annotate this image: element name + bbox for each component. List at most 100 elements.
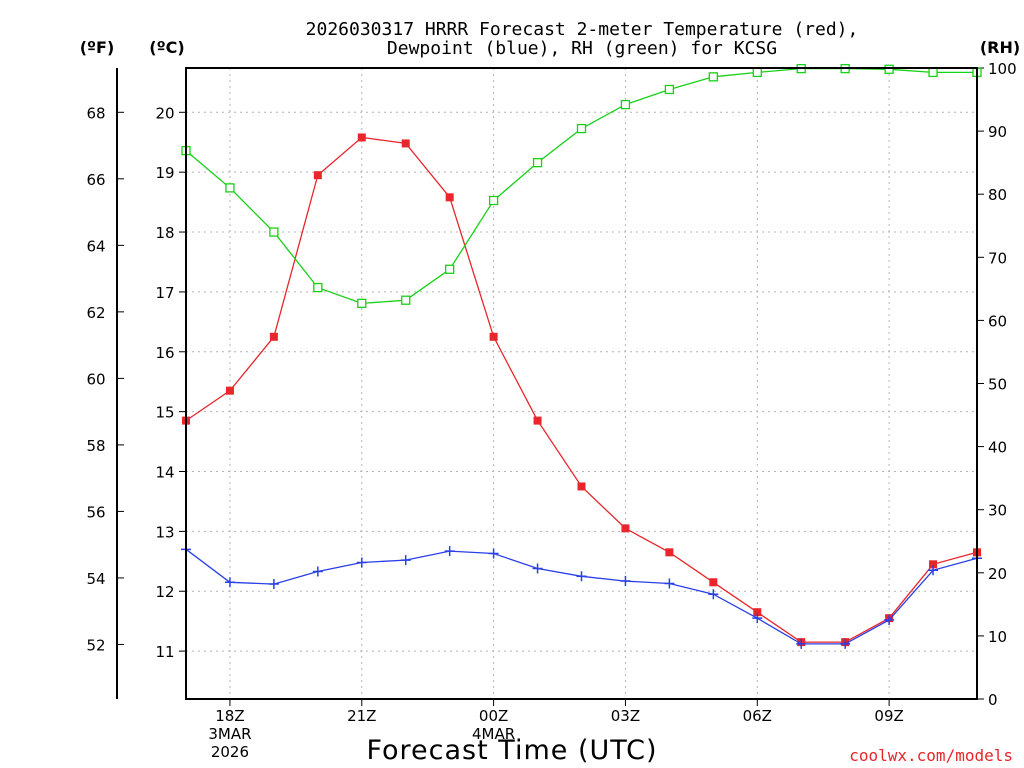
x-tick-label: 09Z [874,707,903,725]
rh-point [664,84,675,95]
rh-point [488,195,499,206]
celsius-tick-label: 15 [155,404,174,422]
2-meter-temperature-point [533,416,542,425]
dewpoint-point [752,613,763,624]
celsius-tick-label: 11 [155,643,174,661]
rh-point [357,298,367,309]
rh-point [620,99,631,110]
rh-tick-label: 100 [988,60,1017,78]
dewpoint-point [312,566,323,577]
2-meter-temperature-series-line [185,136,978,643]
rh-point [708,72,718,82]
celsius-unit-label: (ºC) [149,38,184,57]
rh-series-line [185,67,977,305]
dewpoint-point [268,579,279,590]
x-tick-label: 00Z [479,707,508,725]
celsius-tick-label: 18 [155,224,174,242]
chart-title-line-1: 2026030317 HRRR Forecast 2-meter Tempera… [306,19,859,40]
2-meter-temperature-point [489,332,498,341]
fahrenheit-tick-label: 54 [86,570,105,588]
rh-point [532,157,543,168]
rh-tick-label: 20 [988,565,1007,583]
dewpoint-point [488,548,499,559]
celsius-tick-label: 12 [155,583,174,601]
rh-point [928,67,938,78]
2-meter-temperature-point [621,524,630,533]
dewpoint-point [708,589,719,600]
2-meter-temperature-point [313,171,322,180]
2-meter-temperature-point [709,578,718,587]
x-tick-label: 18Z [215,707,244,725]
credit-text: coolwx.com/models [849,746,1013,765]
rh-point [313,282,323,293]
fahrenheit-tick-label: 58 [86,437,105,455]
date-label: 2026 [211,743,249,761]
data-series [181,63,982,649]
rh-point [576,123,587,134]
rh-tick-label: 90 [988,123,1007,141]
dewpoint-point [224,577,235,588]
rh-tick-label: 40 [988,439,1007,457]
fahrenheit-tick-label: 60 [86,370,105,388]
rh-point [225,183,235,193]
dewpoint-point [840,638,851,649]
dewpoint-point [620,576,631,587]
dewpoint-point [884,614,895,625]
2-meter-temperature-point [357,133,366,142]
2-meter-temperature-point [753,608,762,617]
date-label: 3MAR [208,725,251,743]
rh-point [401,295,411,305]
rh-tick-label: 70 [988,249,1007,267]
fahrenheit-tick-label: 68 [86,104,105,122]
celsius-tick-label: 17 [155,284,174,302]
rh-tick-label: 0 [988,691,998,709]
dewpoint-series-line [185,548,978,645]
rh-point [884,64,894,74]
fahrenheit-tick-label: 64 [86,237,105,255]
rh-tick-label: 30 [988,502,1007,520]
x-tick-label: 06Z [743,707,772,725]
dewpoint-point [576,571,587,582]
rh-point [269,227,279,237]
dewpoint-point [444,546,455,557]
2-meter-temperature-point [929,560,938,569]
x-axis-label: Forecast Time (UTC) [366,735,657,766]
celsius-tick-label: 16 [155,344,174,362]
celsius-tick-label: 14 [155,464,174,482]
dewpoint-point [532,563,543,574]
2-meter-temperature-point [445,193,454,202]
celsius-tick-label: 20 [155,104,174,122]
grid-lines [186,68,977,699]
2-meter-temperature-point [577,482,586,491]
2-meter-temperature-point [401,139,410,148]
fahrenheit-tick-label: 62 [86,304,105,322]
2-meter-temperature-point [225,386,234,395]
rh-point [445,264,455,274]
rh-point [752,67,762,78]
plot-frame [185,67,978,700]
date-label: 4MAR [472,725,515,743]
fahrenheit-unit-label: (ºF) [80,38,115,57]
dewpoint-point [664,578,675,589]
dewpoint-point [796,638,807,649]
rh-tick-label: 60 [988,312,1007,330]
x-tick-label: 21Z [347,707,376,725]
rh-tick-label: 80 [988,186,1007,204]
fahrenheit-tick-label: 52 [86,636,105,654]
dewpoint-point [928,565,939,576]
2-meter-temperature-point [269,332,278,341]
fahrenheit-tick-label: 66 [86,171,105,189]
fahrenheit-tick-label: 56 [86,503,105,521]
celsius-tick-label: 13 [155,523,174,541]
chart-title-line-2: Dewpoint (blue), RH (green) for KCSG [387,38,777,59]
dewpoint-point [356,557,367,568]
rh-unit-label: (RH) [980,38,1020,57]
rh-tick-label: 50 [988,376,1007,394]
dewpoint-point [400,555,411,566]
x-tick-label: 03Z [611,707,640,725]
2-meter-temperature-point [665,548,674,557]
celsius-tick-label: 19 [155,164,174,182]
rh-tick-label: 10 [988,628,1007,646]
